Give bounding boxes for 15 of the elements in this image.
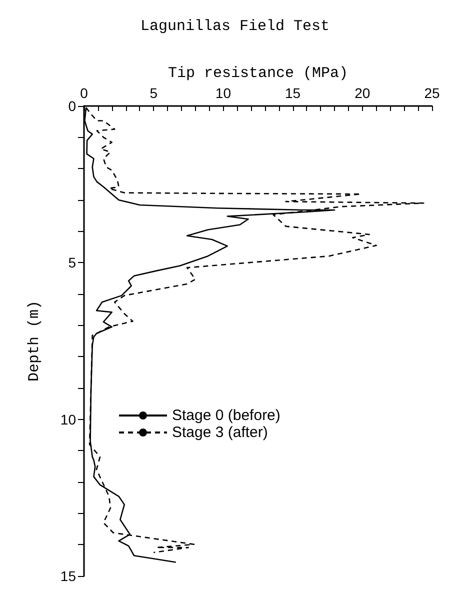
y-axis-title: Depth (m) — [26, 300, 43, 382]
x-tick-label: 10 — [215, 85, 232, 101]
x-tick-label: 0 — [80, 85, 88, 101]
y-tick-label: 0 — [68, 98, 76, 114]
x-tick-label: 15 — [285, 85, 301, 101]
y-tick-label: 15 — [60, 568, 76, 584]
chart-title: Lagunillas Field Test — [140, 18, 330, 35]
x-tick-label: 20 — [354, 85, 370, 101]
x-tick-label: 25 — [424, 85, 440, 101]
legend-label: Stage 0 (before) — [172, 407, 280, 424]
y-tick-label: 10 — [60, 411, 76, 428]
legend-label: Stage 3 (after) — [172, 424, 268, 441]
x-axis-title: Tip resistance (MPa) — [168, 65, 348, 82]
x-tick-label: 5 — [150, 85, 158, 101]
y-tick-label: 5 — [68, 254, 76, 271]
